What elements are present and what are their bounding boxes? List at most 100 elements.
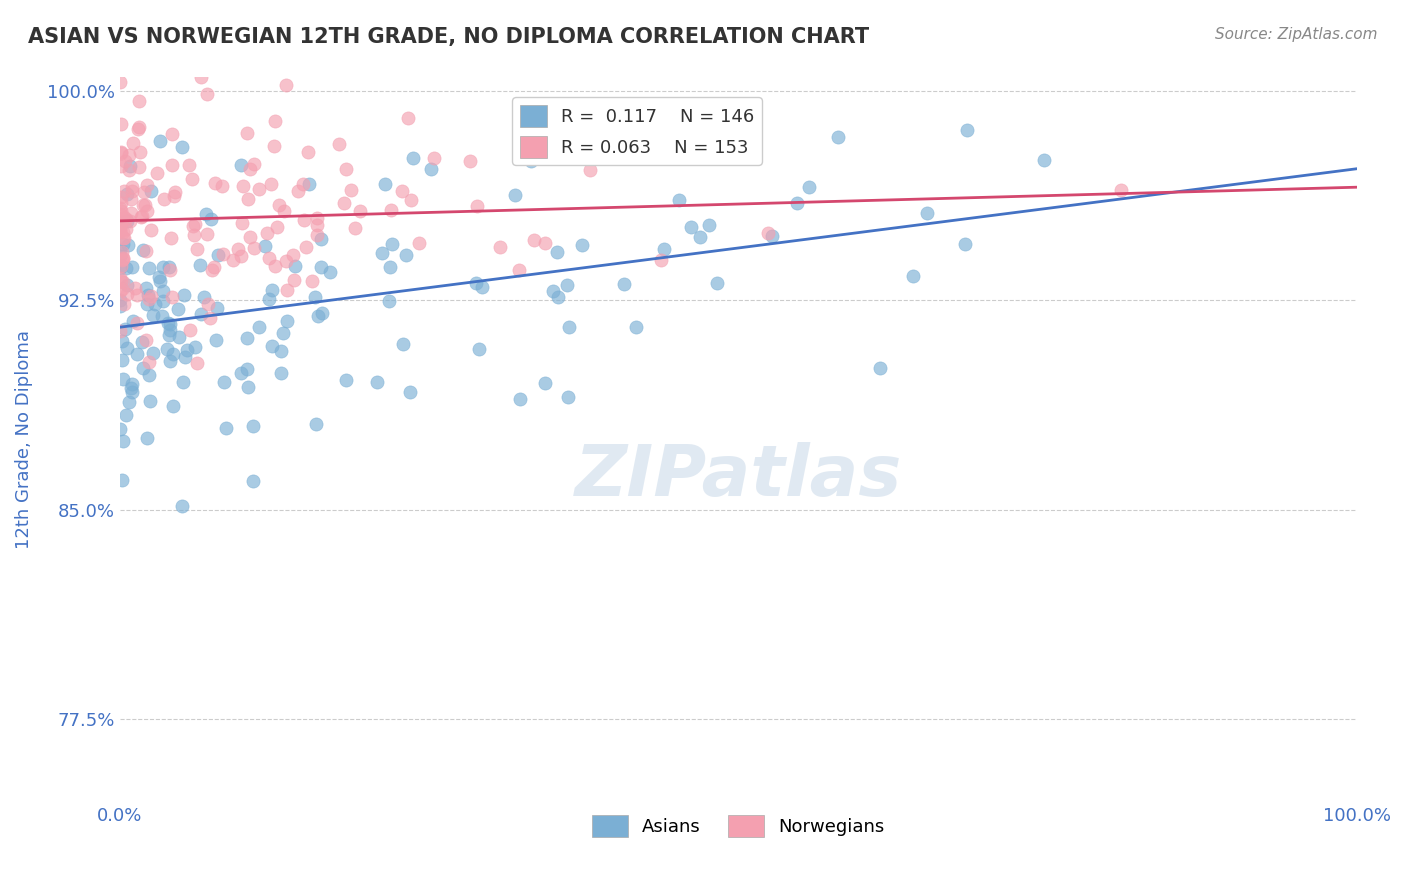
Asians <box>956 123 979 137</box>
Asians <box>335 374 357 388</box>
Norwegians <box>239 230 262 244</box>
Norwegians <box>128 94 150 108</box>
Norwegians <box>183 228 205 243</box>
Norwegians <box>281 248 304 262</box>
Norwegians <box>200 310 222 325</box>
Norwegians <box>153 192 176 206</box>
Asians <box>319 265 342 279</box>
Norwegians <box>108 219 131 233</box>
Norwegians <box>229 249 252 263</box>
Norwegians <box>391 184 413 198</box>
Norwegians <box>260 177 283 191</box>
Norwegians <box>111 252 134 267</box>
Norwegians <box>287 184 309 198</box>
Asians <box>311 306 333 320</box>
Norwegians <box>127 122 149 136</box>
Norwegians <box>111 252 134 266</box>
Asians <box>271 326 294 341</box>
Norwegians <box>160 127 183 141</box>
Norwegians <box>177 158 200 172</box>
Asians <box>381 237 404 252</box>
Asians <box>309 260 332 274</box>
Norwegians <box>110 259 132 273</box>
Norwegians <box>276 284 298 298</box>
Norwegians <box>211 178 233 193</box>
Asians <box>135 280 157 294</box>
Norwegians <box>489 240 512 254</box>
Norwegians <box>399 193 422 207</box>
Norwegians <box>110 203 132 218</box>
Asians <box>172 140 194 154</box>
Norwegians <box>138 292 160 306</box>
Norwegians <box>112 297 135 311</box>
Asians <box>613 277 636 291</box>
Norwegians <box>134 198 156 212</box>
Norwegians <box>114 153 136 168</box>
Asians <box>157 328 180 343</box>
Norwegians <box>522 233 544 247</box>
Norwegians <box>256 226 278 240</box>
Norwegians <box>396 112 419 126</box>
Norwegians <box>180 171 202 186</box>
Asians <box>247 319 270 334</box>
Asians <box>679 220 702 235</box>
Norwegians <box>108 325 131 339</box>
Asians <box>283 259 305 273</box>
Asians <box>112 372 135 386</box>
Norwegians <box>160 158 183 172</box>
Norwegians <box>110 218 132 232</box>
Text: ASIAN VS NORWEGIAN 12TH GRADE, NO DIPLOMA CORRELATION CHART: ASIAN VS NORWEGIAN 12TH GRADE, NO DIPLOM… <box>28 27 869 46</box>
Norwegians <box>305 211 328 225</box>
Asians <box>366 375 388 389</box>
Norwegians <box>120 192 142 206</box>
Asians <box>139 184 162 198</box>
Norwegians <box>108 216 131 230</box>
Asians <box>117 238 139 252</box>
Norwegians <box>204 177 226 191</box>
Norwegians <box>129 211 152 225</box>
Asians <box>200 212 222 227</box>
Asians <box>624 319 647 334</box>
Norwegians <box>238 162 260 177</box>
Norwegians <box>349 203 371 218</box>
Norwegians <box>110 212 132 227</box>
Norwegians <box>139 223 162 237</box>
Asians <box>468 342 491 356</box>
Asians <box>229 158 252 172</box>
Norwegians <box>333 196 356 211</box>
Asians <box>395 248 418 262</box>
Asians <box>557 277 579 292</box>
Norwegians <box>197 297 219 311</box>
Asians <box>112 237 135 252</box>
Norwegians <box>264 114 287 128</box>
Norwegians <box>110 274 132 288</box>
Asians <box>115 260 138 275</box>
Asians <box>115 277 138 292</box>
Asians <box>131 334 153 349</box>
Norwegians <box>129 145 152 159</box>
Norwegians <box>650 252 672 267</box>
Asians <box>915 205 938 219</box>
Norwegians <box>295 240 318 254</box>
Norwegians <box>108 211 131 226</box>
Asians <box>162 347 184 361</box>
Asians <box>156 342 179 356</box>
Asians <box>121 385 143 400</box>
Asians <box>236 361 259 376</box>
Asians <box>115 409 138 423</box>
Norwegians <box>292 212 315 227</box>
Norwegians <box>121 180 143 194</box>
Asians <box>110 352 132 367</box>
Norwegians <box>131 209 153 223</box>
Norwegians <box>159 231 181 245</box>
Norwegians <box>110 282 132 296</box>
Norwegians <box>135 333 157 347</box>
Asians <box>132 244 155 258</box>
Asians <box>108 293 131 307</box>
Asians <box>159 323 181 337</box>
Norwegians <box>186 355 208 369</box>
Asians <box>184 340 207 354</box>
Asians <box>149 274 172 288</box>
Asians <box>270 366 292 380</box>
Norwegians <box>181 219 204 234</box>
